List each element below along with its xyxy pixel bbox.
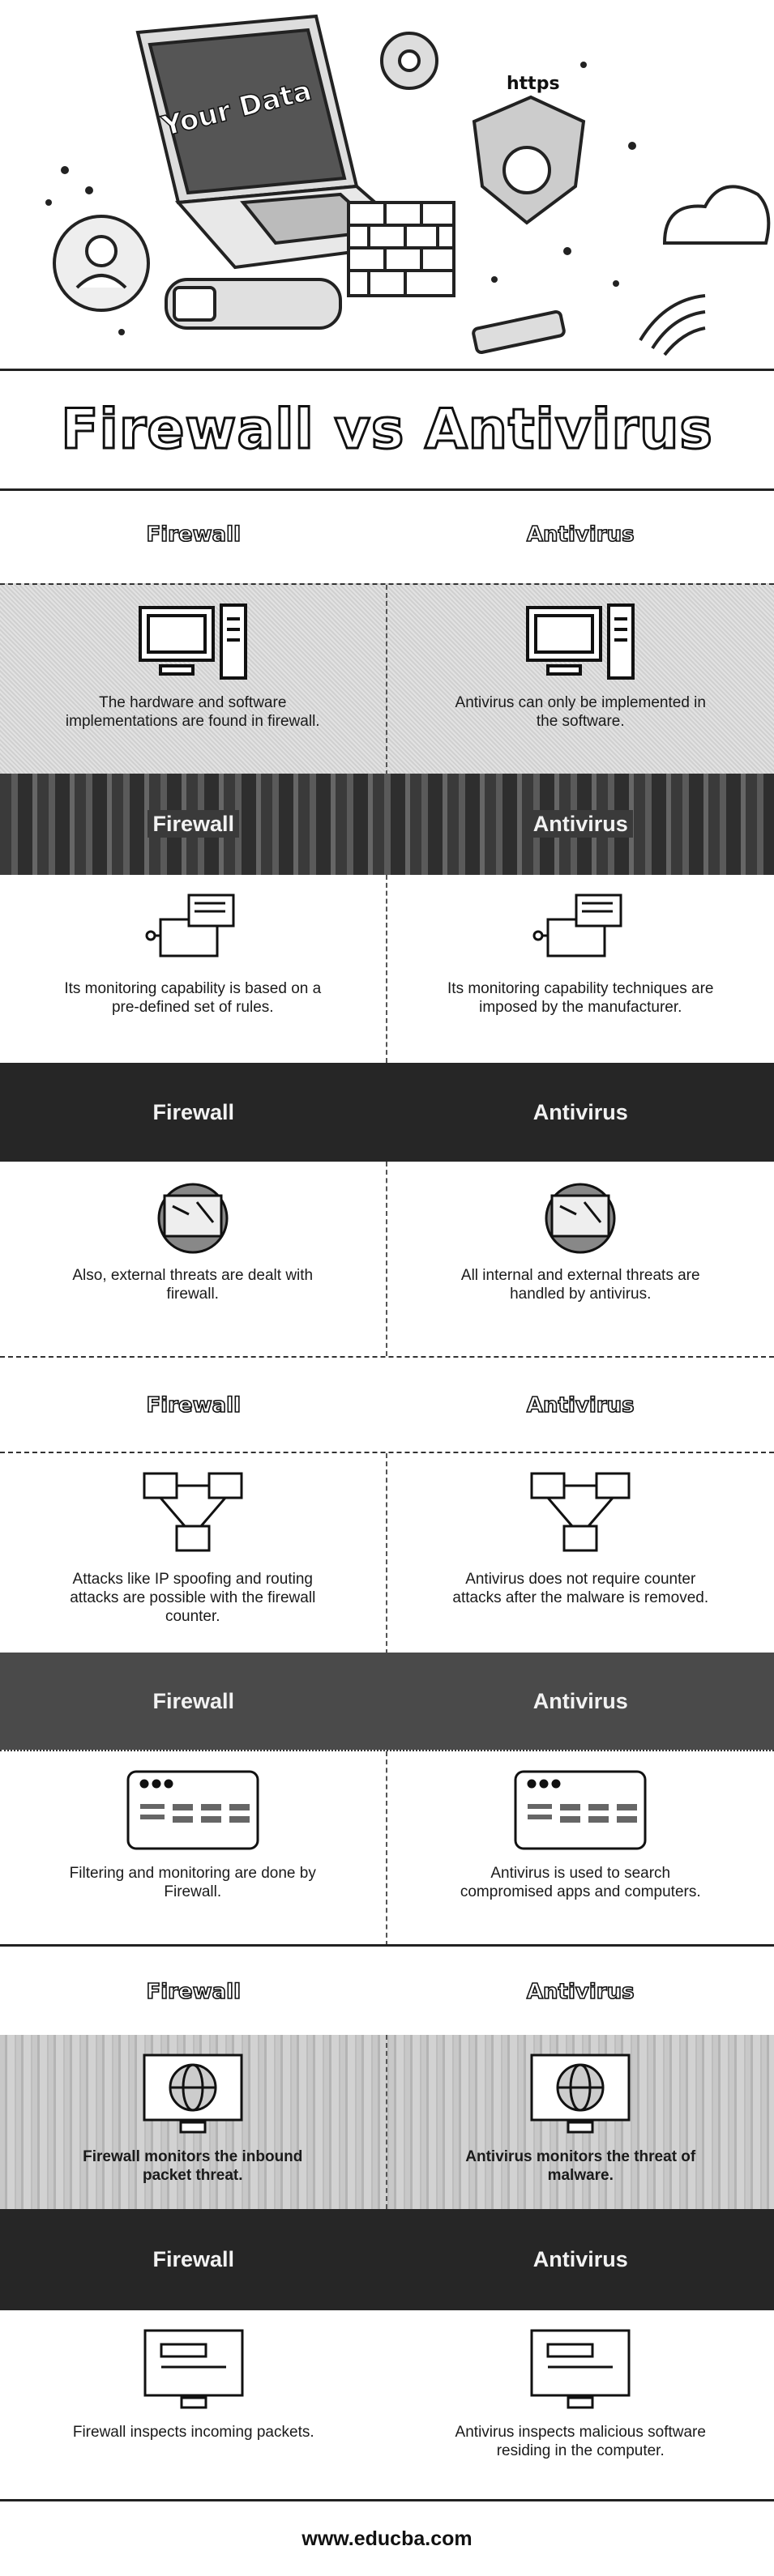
firewall-text: Its monitoring capability is based on a …	[64, 980, 322, 1016]
shield-icon	[472, 95, 586, 225]
wifi-icon	[639, 294, 706, 356]
header-antivirus: Antivirus	[526, 1392, 635, 1418]
antivirus-text: Antivirus is used to search compromised …	[460, 1865, 701, 1900]
header-firewall: Firewall	[146, 522, 242, 548]
title-band: Firewall vs Antivirus	[0, 369, 774, 491]
globe-monitor-icon	[143, 2054, 243, 2134]
antivirus-text: Antivirus can only be implemented in the…	[455, 694, 706, 730]
antivirus-text: All internal and external threats are ha…	[460, 1267, 700, 1303]
firewall-text: Filtering and monitoring are done by Fir…	[69, 1865, 316, 1900]
header-antivirus: Antivirus	[526, 1979, 635, 2005]
monitor-icon	[143, 2329, 244, 2409]
header-firewall: Firewall	[152, 1688, 235, 1713]
footer-url[interactable]: www.educba.com	[301, 2527, 473, 2550]
network-icon	[530, 1472, 631, 1552]
antivirus-text: Antivirus inspects malicious software re…	[455, 2424, 706, 2459]
antivirus-text: Antivirus does not require counter attac…	[452, 1571, 709, 1606]
network-icon	[143, 1472, 243, 1552]
comparison-row: The hardware and software implementation…	[0, 583, 774, 775]
header-antivirus: Antivirus	[528, 810, 633, 838]
column-header: Firewall Antivirus	[0, 1653, 774, 1750]
column-header: Firewall Antivirus	[0, 774, 774, 875]
header-antivirus: Antivirus	[532, 1099, 628, 1124]
firewall-text: Firewall inspects incoming packets.	[72, 2424, 314, 2441]
header-firewall: Firewall	[152, 2247, 235, 2271]
column-header: Firewall Antivirus	[0, 2209, 774, 2310]
person-screen-icon	[545, 1183, 616, 1254]
header-antivirus: Antivirus	[532, 2247, 628, 2271]
brick-wall-icon	[347, 201, 455, 297]
hero-svg: Your Data https	[45, 14, 771, 356]
header-firewall: Firewall	[146, 1392, 242, 1418]
footer: www.educba.com	[0, 2499, 774, 2576]
antivirus-text: Antivirus monitors the threat of malware…	[465, 2148, 696, 2184]
firewall-text: Attacks like IP spoofing and routing att…	[70, 1571, 316, 1625]
browser-window-icon	[126, 1770, 259, 1850]
shield-text: https	[507, 74, 560, 94]
header-firewall: Firewall	[148, 810, 240, 838]
comparison-row: Firewall monitors the inbound packet thr…	[0, 2035, 774, 2209]
comparison-row: Also, external threats are dealt with fi…	[0, 1162, 774, 1356]
computer-icon	[526, 603, 635, 680]
hero-illustration: Your Data https	[0, 0, 774, 369]
header-antivirus: Antivirus	[532, 1688, 628, 1713]
comparison-row: Its monitoring capability is based on a …	[0, 875, 774, 1063]
person-screen-icon	[157, 1183, 229, 1254]
globe-monitor-icon	[530, 2054, 631, 2134]
comparison-row: Attacks like IP spoofing and routing att…	[0, 1452, 774, 1654]
cloud-icon	[662, 185, 771, 245]
computer-icon	[138, 603, 247, 680]
firewall-text: Also, external threats are dealt with fi…	[72, 1267, 314, 1303]
monitor-icon	[530, 2329, 631, 2409]
gear-icon	[380, 32, 438, 90]
page-title: Firewall vs Antivirus	[60, 397, 714, 463]
firewall-text: Firewall monitors the inbound packet thr…	[83, 2148, 303, 2184]
column-header: Firewall Antivirus	[0, 486, 774, 583]
user-icon	[53, 215, 150, 312]
header-antivirus: Antivirus	[526, 522, 635, 548]
column-header: Firewall Antivirus	[0, 1944, 774, 2037]
firewall-text: The hardware and software implementation…	[65, 694, 320, 730]
antivirus-text: Its monitoring capability techniques are…	[447, 980, 714, 1016]
column-header: Firewall Antivirus	[0, 1063, 774, 1162]
monitoring-icon	[532, 893, 622, 957]
header-firewall: Firewall	[146, 1979, 242, 2005]
comparison-row: Firewall inspects incoming packets. Anti…	[0, 2310, 774, 2499]
header-firewall: Firewall	[152, 1099, 235, 1124]
comparison-row: Filtering and monitoring are done by Fir…	[0, 1750, 774, 1946]
column-header: Firewall Antivirus	[0, 1356, 774, 1453]
monitoring-icon	[145, 893, 235, 957]
usb-drive-icon	[472, 310, 566, 354]
browser-window-icon	[514, 1770, 647, 1850]
password-icon	[165, 278, 342, 330]
